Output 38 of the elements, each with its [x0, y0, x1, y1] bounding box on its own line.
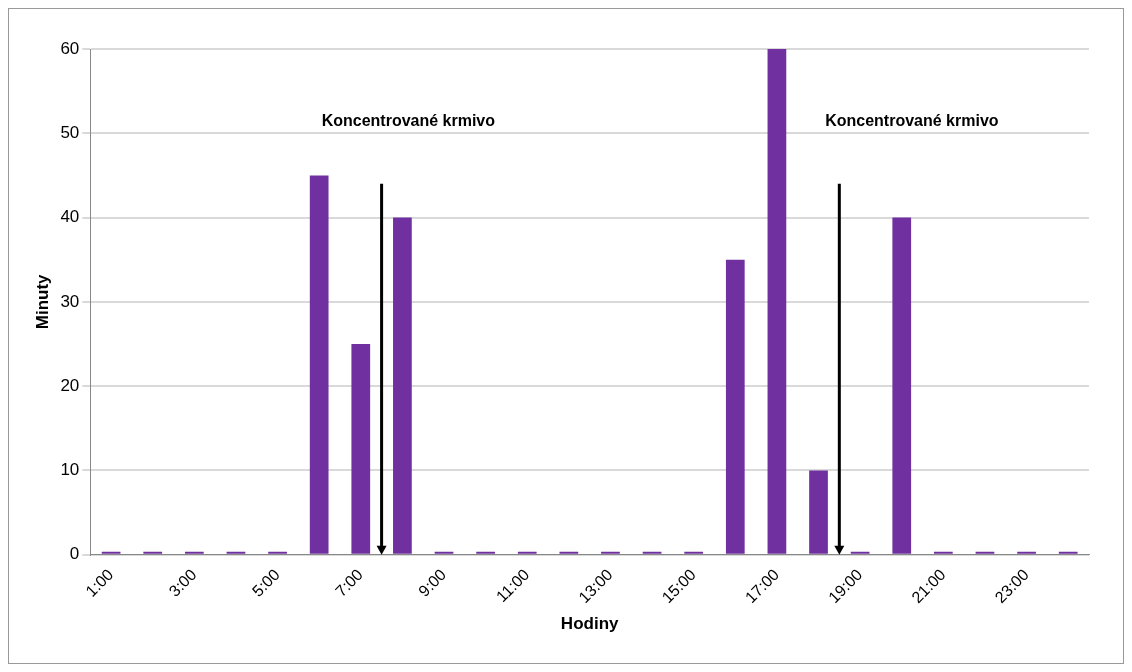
bar — [1017, 551, 1036, 554]
bar — [226, 551, 246, 554]
y-tick-label: 60 — [60, 38, 80, 58]
y-tick-label: 40 — [60, 207, 80, 227]
x-tick-label: 7:00 — [331, 565, 367, 600]
bar — [517, 551, 537, 554]
bar — [184, 551, 204, 554]
bar — [850, 551, 870, 554]
x-tick-label: 9:00 — [415, 565, 450, 600]
bar — [309, 175, 329, 554]
y-tick-label: 30 — [60, 291, 80, 311]
x-tick-label: 3:00 — [165, 565, 200, 600]
x-axis-title: Hodiny — [560, 614, 619, 634]
y-tick-label: 0 — [69, 544, 80, 564]
bar — [767, 49, 787, 554]
bar — [725, 259, 745, 554]
bar — [892, 217, 912, 554]
bar — [434, 551, 454, 554]
y-tick-label: 50 — [60, 122, 80, 142]
bar — [351, 344, 371, 554]
bar — [101, 551, 121, 554]
bar — [975, 551, 995, 554]
bar — [559, 551, 579, 554]
y-tick-label: 10 — [60, 460, 80, 480]
bar — [642, 551, 662, 554]
bar — [393, 217, 412, 554]
y-axis-title: Minuty — [32, 273, 52, 330]
y-tick-label: 20 — [60, 375, 80, 395]
bar — [684, 551, 704, 554]
bar — [268, 551, 287, 554]
bar — [143, 551, 163, 554]
bar — [1058, 551, 1078, 554]
x-tick-label: 5:00 — [248, 565, 283, 600]
annotation: Koncentrované krmivo — [321, 111, 496, 129]
annotation: Koncentrované krmivo — [825, 111, 999, 129]
bar — [934, 551, 953, 554]
bar — [601, 551, 620, 554]
bar — [476, 551, 495, 554]
